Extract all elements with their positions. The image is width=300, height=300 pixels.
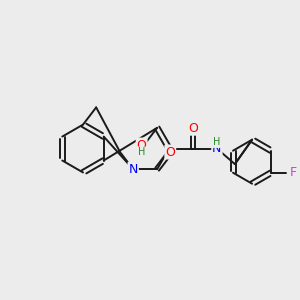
Text: F: F xyxy=(290,166,297,179)
Text: N: N xyxy=(128,163,138,176)
Text: H: H xyxy=(213,137,220,147)
Text: H: H xyxy=(138,147,145,157)
Text: N: N xyxy=(212,142,222,155)
Text: O: O xyxy=(165,146,175,158)
Text: O: O xyxy=(188,122,198,135)
Text: O: O xyxy=(137,139,147,152)
